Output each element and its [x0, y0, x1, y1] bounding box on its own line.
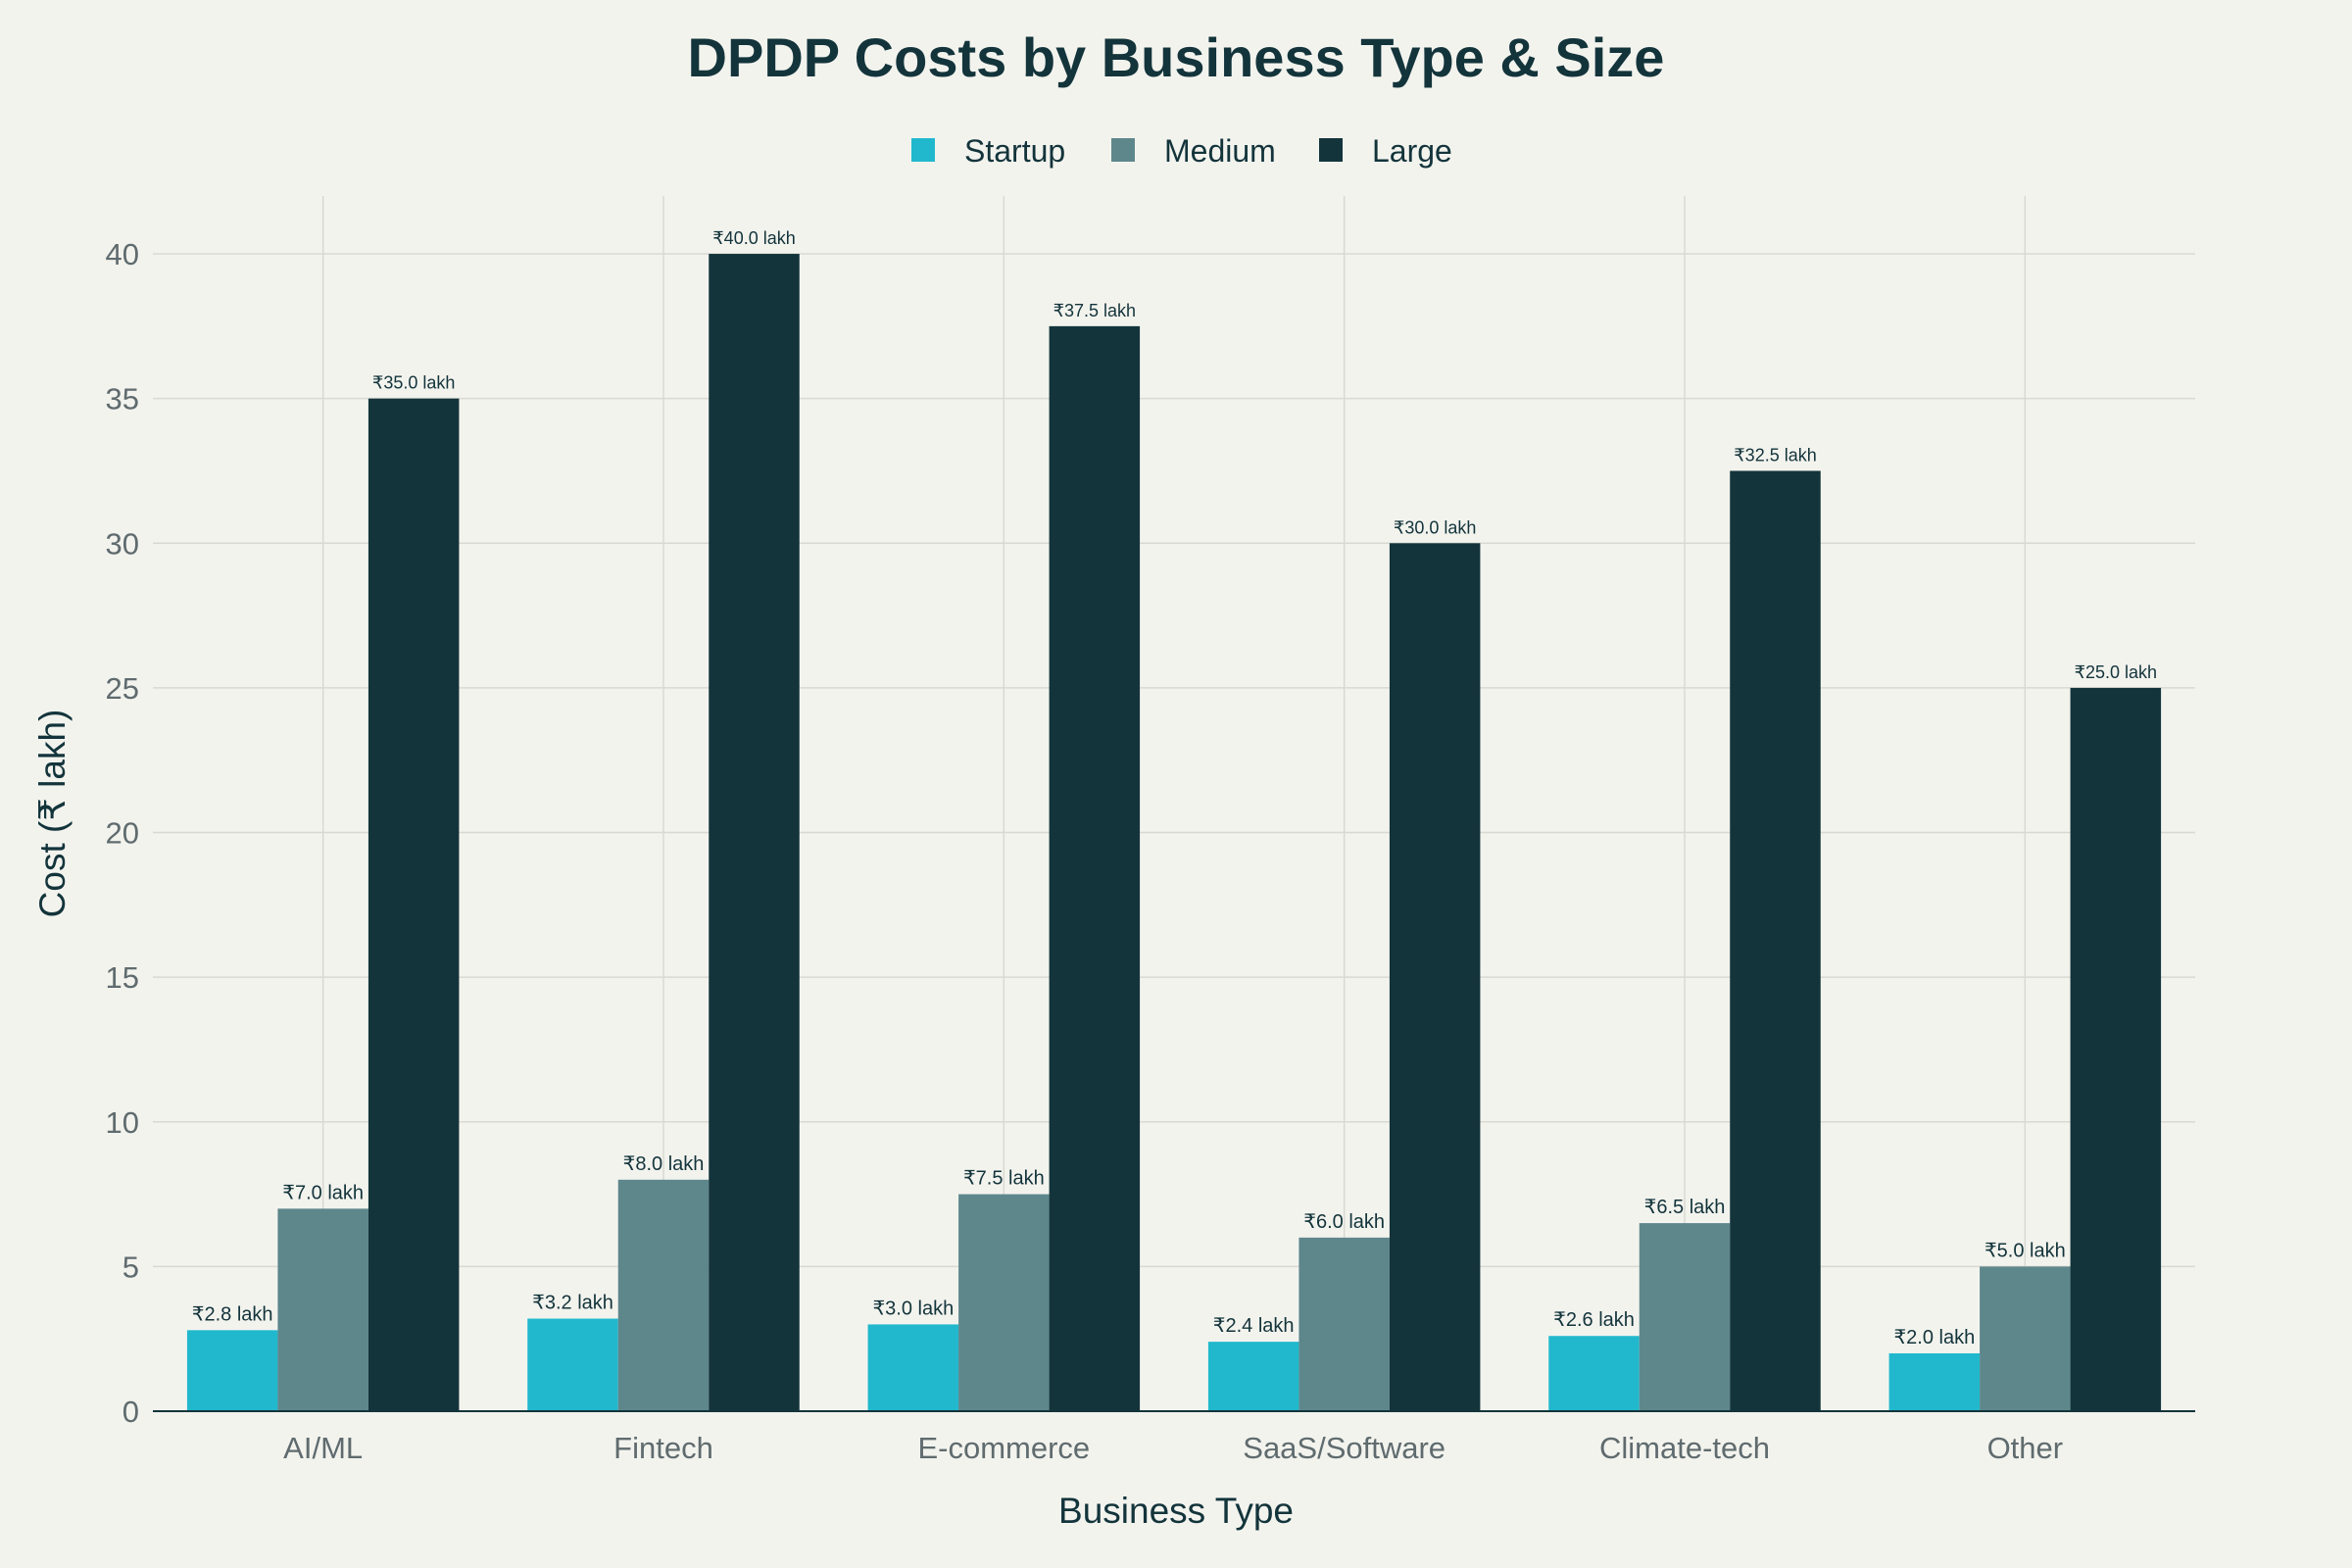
data-label: ₹3.2 lakh: [532, 1293, 613, 1314]
x-tick-label: E-commerce: [917, 1431, 1090, 1465]
data-label: ₹2.0 lakh: [1893, 1327, 1975, 1348]
bar-medium: [277, 1208, 368, 1411]
chart-title: DPDP Costs by Business Type & Size: [688, 26, 1665, 88]
data-label: ₹35.0 lakh: [372, 373, 456, 393]
y-tick-label: 35: [106, 382, 139, 416]
bar-large: [709, 254, 800, 1411]
grid: [153, 196, 2195, 1411]
bar-startup: [186, 1330, 278, 1411]
data-label: ₹5.0 lakh: [1984, 1240, 2066, 1261]
data-label: ₹7.0 lakh: [282, 1182, 364, 1203]
bar-startup: [1888, 1352, 1981, 1411]
x-tick-label: AI/ML: [283, 1431, 363, 1465]
data-label: ₹2.6 lakh: [1553, 1309, 1635, 1331]
bar-startup: [1207, 1342, 1299, 1411]
legend-label-startup: Startup: [964, 133, 1065, 169]
data-label: ₹32.5 lakh: [1734, 445, 1817, 465]
legend-swatch-startup: [911, 138, 935, 162]
y-tick-label: 5: [122, 1250, 139, 1284]
x-tick-label: Fintech: [613, 1431, 713, 1465]
y-tick-label: 40: [106, 237, 139, 271]
data-label: ₹6.5 lakh: [1644, 1197, 1726, 1218]
data-label: ₹2.4 lakh: [1213, 1315, 1295, 1337]
y-tick-label: 10: [106, 1105, 139, 1140]
data-label: ₹37.5 lakh: [1054, 301, 1137, 320]
bar-startup: [527, 1318, 618, 1411]
data-label: ₹3.0 lakh: [872, 1298, 954, 1319]
bar-large: [368, 398, 460, 1412]
bars: [186, 254, 2162, 1412]
y-tick-label: 20: [106, 816, 139, 851]
bar-startup: [867, 1324, 959, 1411]
x-tick-label: Climate-tech: [1599, 1431, 1770, 1465]
x-tick-label: SaaS/Software: [1243, 1431, 1446, 1465]
legend: Startup Medium Large: [911, 133, 1452, 169]
axes: 0 5 10 15 20 25 30 35 40 AI/ML Fintech E-commerce Sa…: [106, 237, 2195, 1465]
bar-medium: [958, 1194, 1050, 1411]
data-label: ₹30.0 lakh: [1394, 517, 1477, 537]
legend-swatch-medium: [1111, 138, 1135, 162]
data-label: ₹2.8 lakh: [192, 1303, 273, 1325]
bar-medium: [1980, 1266, 2071, 1411]
bar-startup: [1548, 1336, 1640, 1411]
data-label: ₹40.0 lakh: [712, 228, 796, 248]
legend-label-medium: Medium: [1164, 133, 1276, 169]
y-tick-label: 0: [122, 1395, 139, 1429]
bar-medium: [617, 1179, 710, 1411]
bar-medium: [1298, 1237, 1390, 1411]
y-tick-label: 15: [106, 960, 139, 995]
data-label: ₹7.5 lakh: [963, 1168, 1045, 1190]
data-label: ₹8.0 lakh: [623, 1153, 705, 1175]
data-label: ₹6.0 lakh: [1303, 1211, 1385, 1233]
data-label: ₹25.0 lakh: [2075, 662, 2158, 682]
data-labels: ₹2.8 lakh ₹3.2 lakh ₹3.0 lakh ₹2.4 lakh ₹2.6…: [192, 228, 2157, 1348]
bar-large: [1049, 325, 1141, 1411]
bar-large: [1389, 543, 1481, 1411]
bar-medium: [1639, 1223, 1731, 1411]
y-tick-label: 30: [106, 526, 139, 561]
legend-label-large: Large: [1372, 133, 1452, 169]
x-axis-title: Business Type: [1058, 1491, 1294, 1531]
y-axis-title: Cost (₹ lakh): [32, 710, 73, 918]
legend-swatch-large: [1319, 138, 1343, 162]
bar-large: [2070, 687, 2162, 1411]
x-tick-label: Other: [1987, 1431, 2064, 1465]
bar-large: [1730, 470, 1821, 1411]
y-tick-label: 25: [106, 671, 139, 706]
